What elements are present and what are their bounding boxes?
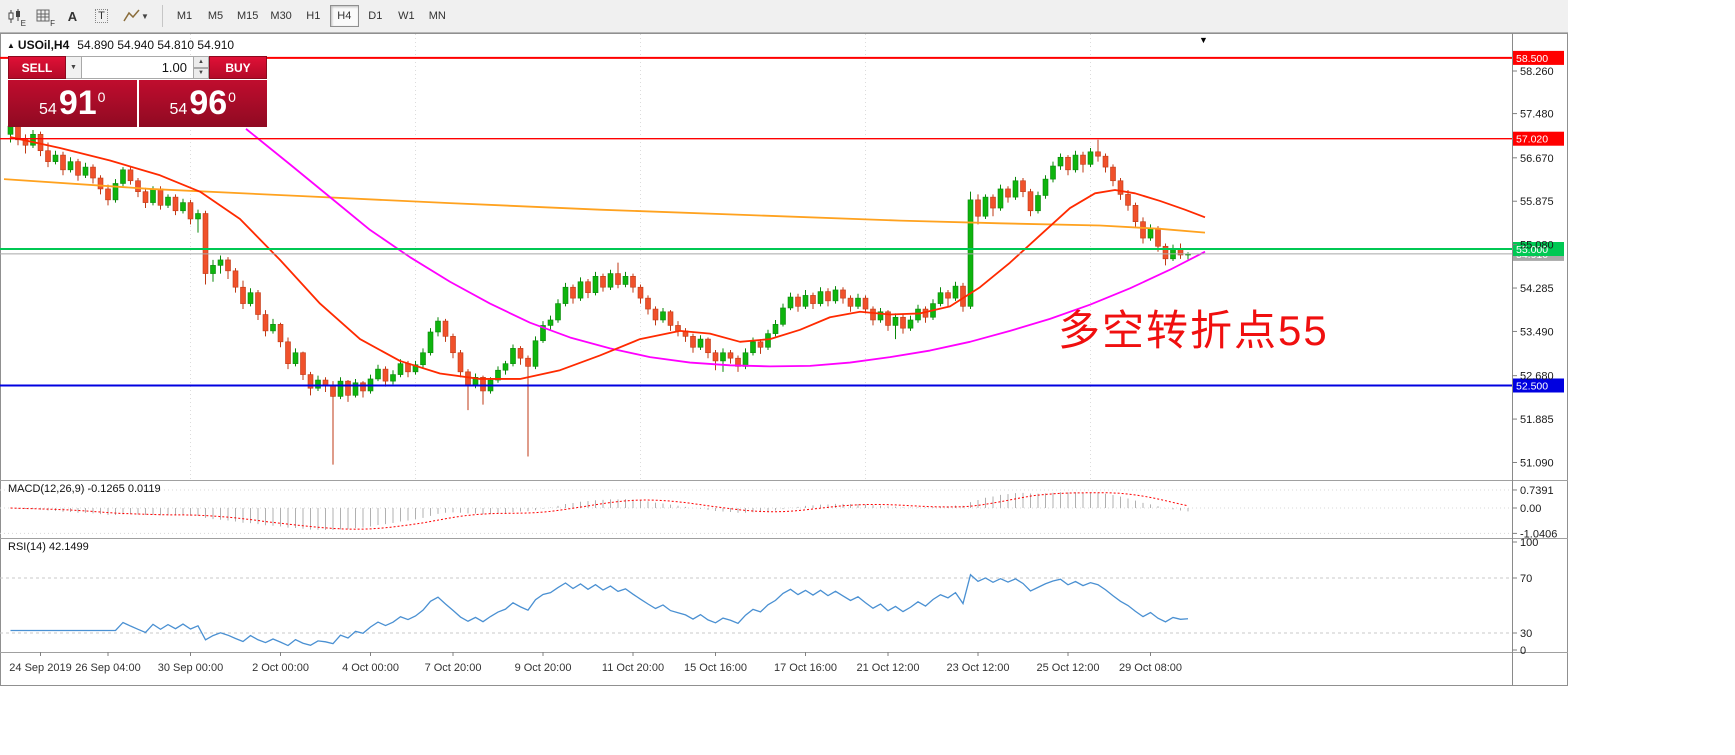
svg-text:2 Oct 00:00: 2 Oct 00:00 (252, 662, 309, 674)
svg-text:58.500: 58.500 (1516, 53, 1548, 65)
volume-up-button[interactable]: ▲ (194, 56, 209, 68)
svg-text:4 Oct 00:00: 4 Oct 00:00 (342, 662, 399, 674)
svg-text:55.875: 55.875 (1520, 196, 1554, 208)
badge-e: E (20, 19, 26, 28)
collapse-triangle-icon: ▲ (7, 41, 15, 50)
buy-button[interactable]: BUY (209, 56, 267, 79)
timeframe-button-mn[interactable]: MN (423, 5, 452, 27)
macd-axis: 0.7391 0.00 -1.0406 (1512, 485, 1557, 540)
svg-text:100: 100 (1520, 537, 1538, 549)
svg-text:55.000: 55.000 (1516, 244, 1548, 256)
svg-text:-1.0406: -1.0406 (1520, 528, 1557, 540)
svg-text:24 Sep 2019: 24 Sep 2019 (9, 662, 71, 674)
svg-text:52.500: 52.500 (1516, 380, 1548, 392)
macd-layer (0, 489, 1512, 534)
svg-text:70: 70 (1520, 573, 1532, 585)
svg-text:57.020: 57.020 (1516, 134, 1548, 146)
pane-frame (0, 33, 1568, 686)
bid-whole: 54 (39, 101, 57, 118)
svg-text:9 Oct 20:00: 9 Oct 20:00 (515, 662, 572, 674)
ask-price-tile[interactable]: 54 96 0 (138, 80, 267, 127)
text-a-icon: A (67, 8, 78, 24)
svg-text:54.285: 54.285 (1520, 283, 1554, 295)
svg-text:51.885: 51.885 (1520, 414, 1554, 426)
scroll-to-end-marker[interactable]: ▼ (1199, 35, 1208, 45)
moving-averages-layer (3, 128, 1206, 380)
timeframe-button-m30[interactable]: M30 (265, 5, 296, 27)
svg-text:0.00: 0.00 (1520, 503, 1541, 515)
period-separators (190, 34, 1091, 479)
timeframe-toolbar: M1 M5 M15 M30 H1 H4 D1 W1 MN (169, 5, 453, 27)
svg-text:55.080: 55.080 (1520, 240, 1554, 252)
line-studies-button[interactable]: ▼ (117, 3, 155, 29)
svg-text:15 Oct 16:00: 15 Oct 16:00 (684, 662, 747, 674)
timeframe-button-w1[interactable]: W1 (392, 5, 421, 27)
ask-whole: 54 (169, 101, 188, 118)
sell-button[interactable]: SELL (8, 56, 66, 79)
volume-input[interactable] (82, 56, 194, 79)
insert-text-button[interactable]: A (59, 3, 86, 29)
volume-stepper: ▲ ▼ (194, 56, 209, 79)
symbol-name: USOil,H4 (17, 38, 70, 52)
price-axis: 58.260 57.480 56.670 55.875 55.080 54.285 53.4… (1512, 66, 1554, 469)
chart-annotation-text: 多空转折点55 (1058, 307, 1329, 354)
rsi-indicator-label: RSI(14) 42.1499 (8, 541, 89, 553)
symbol-header: ▲ USOil,H4 54.890 54.940 54.810 54.910 (7, 38, 234, 52)
rsi-axis: 100 70 30 0 (1512, 537, 1538, 657)
rsi-layer (0, 573, 1512, 647)
chart-canvas[interactable]: 58.50057.02052.50054.91055.00058.26057.4… (0, 33, 1568, 686)
timeframe-button-h4[interactable]: H4 (329, 5, 359, 27)
svg-text:17 Oct 16:00: 17 Oct 16:00 (774, 662, 837, 674)
candlestick-chart-icon (8, 8, 20, 23)
svg-text:21 Oct 12:00: 21 Oct 12:00 (857, 662, 920, 674)
svg-text:52.680: 52.680 (1520, 371, 1554, 383)
svg-text:56.670: 56.670 (1520, 153, 1554, 165)
svg-text:57.480: 57.480 (1520, 109, 1554, 121)
bid-price-tile[interactable]: 54 91 0 (8, 80, 137, 127)
svg-text:26 Sep 04:00: 26 Sep 04:00 (75, 662, 140, 674)
grid-icon (36, 9, 50, 21)
volume-dropdown-button[interactable]: ▼ (66, 56, 82, 79)
svg-text:7 Oct 20:00: 7 Oct 20:00 (425, 662, 482, 674)
timeframe-button-d1[interactable]: D1 (361, 5, 390, 27)
svg-text:11 Oct 20:00: 11 Oct 20:00 (602, 662, 664, 674)
toolbar-separator (162, 5, 163, 27)
svg-text:53.490: 53.490 (1520, 326, 1554, 338)
svg-text:30 Sep 00:00: 30 Sep 00:00 (158, 662, 223, 674)
candlestick-chart-button[interactable]: E (1, 3, 28, 29)
svg-text:51.090: 51.090 (1520, 457, 1554, 469)
timeframe-button-m5[interactable]: M5 (201, 5, 230, 27)
candles-layer (7, 120, 1191, 465)
svg-text:0: 0 (1520, 645, 1526, 657)
bid-pipette: 0 (97, 89, 106, 105)
text-t-icon: T (95, 9, 108, 23)
line-studies-icon (123, 9, 140, 22)
svg-text:29 Oct 08:00: 29 Oct 08:00 (1119, 662, 1182, 674)
timeframe-button-m15[interactable]: M15 (232, 5, 263, 27)
timeframe-button-h1[interactable]: H1 (299, 5, 328, 27)
svg-text:58.260: 58.260 (1520, 66, 1554, 78)
svg-text:30: 30 (1520, 628, 1532, 640)
svg-text:0.7391: 0.7391 (1520, 485, 1554, 497)
data-grid-button[interactable]: F (30, 3, 57, 29)
date-axis: 24 Sep 2019 26 Sep 04:00 30 Sep 00:00 2 Oct… (9, 652, 1182, 674)
text-label-button[interactable]: T (88, 3, 115, 29)
macd-indicator-label: MACD(12,26,9) -0.1265 0.0119 (8, 483, 161, 495)
ask-pips: 96 (189, 84, 228, 122)
one-click-trade-panel: SELL ▼ ▲ ▼ BUY 54 91 0 54 96 0 (8, 56, 267, 127)
svg-text:23 Oct 12:00: 23 Oct 12:00 (947, 662, 1010, 674)
chevron-down-icon: ▼ (141, 11, 149, 21)
badge-f: F (50, 19, 55, 28)
bid-pips: 91 (58, 84, 97, 122)
volume-down-button[interactable]: ▼ (194, 67, 209, 79)
timeframe-button-m1[interactable]: M1 (170, 5, 199, 27)
ask-pipette: 0 (228, 89, 236, 105)
toolbar: E F A T ▼ M1 M5 M15 M30 H1 H4 D1 W1 MN (0, 0, 1568, 33)
svg-text:25 Oct 12:00: 25 Oct 12:00 (1037, 662, 1100, 674)
ohlc-readout: 54.890 54.940 54.810 54.910 (77, 38, 235, 52)
